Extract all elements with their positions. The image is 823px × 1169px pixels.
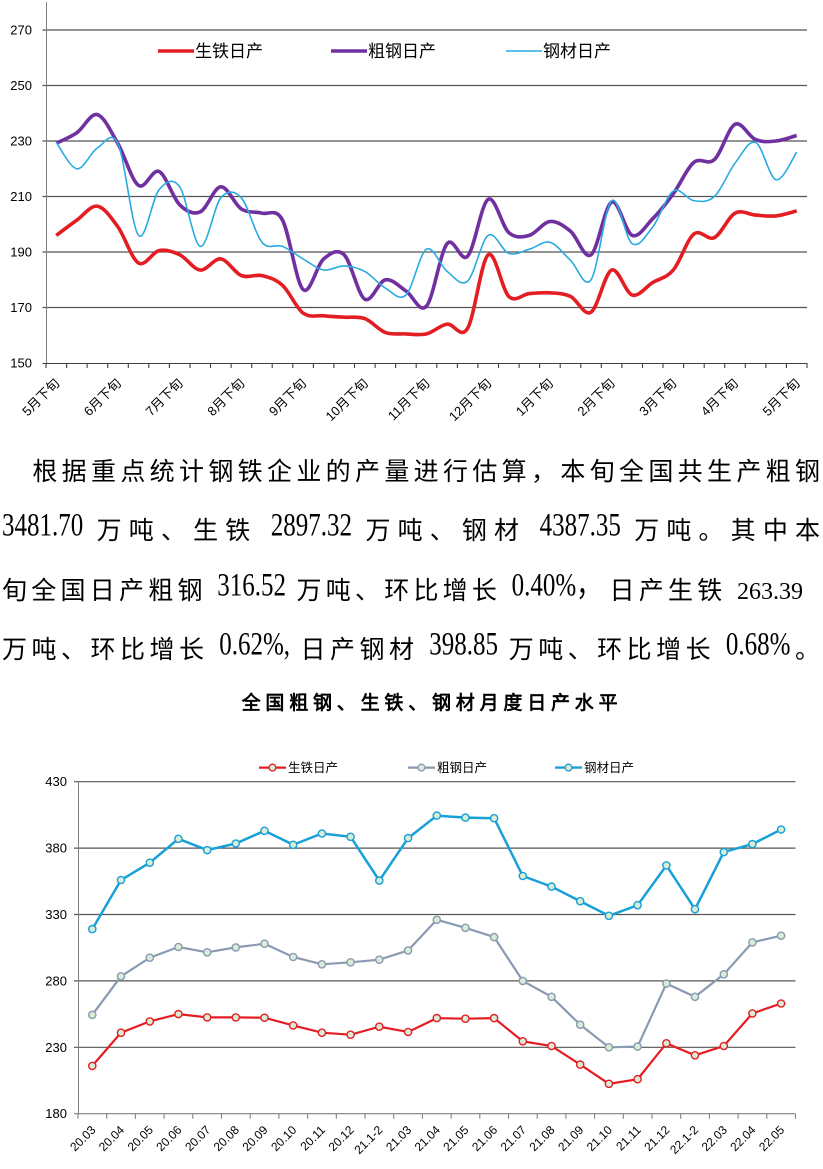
svg-text:20.03: 20.03	[67, 1123, 98, 1154]
svg-text:2月下旬: 2月下旬	[574, 376, 617, 419]
svg-text:21.04: 21.04	[412, 1123, 443, 1154]
svg-text:11月下旬: 11月下旬	[385, 376, 433, 424]
svg-text:21.03: 21.03	[383, 1123, 414, 1154]
svg-text:21.12: 21.12	[641, 1123, 672, 1154]
svg-text:20.12: 20.12	[326, 1123, 357, 1154]
svg-text:20.04: 20.04	[96, 1123, 127, 1154]
svg-text:8月下旬: 8月下旬	[204, 376, 247, 419]
svg-text:22.03: 22.03	[699, 1123, 730, 1154]
svg-text:22.05: 22.05	[756, 1123, 787, 1154]
svg-text:9月下旬: 9月下旬	[266, 376, 309, 419]
svg-text:5月下旬: 5月下旬	[760, 376, 803, 419]
svg-text:22.04: 22.04	[727, 1123, 758, 1154]
svg-text:180: 180	[45, 1106, 67, 1121]
svg-text:粗钢日产: 粗钢日产	[437, 761, 487, 775]
svg-text:22.1-2: 22.1-2	[667, 1123, 701, 1157]
svg-text:3月下旬: 3月下旬	[636, 376, 679, 419]
svg-text:5月下旬: 5月下旬	[19, 376, 62, 419]
svg-text:1月下旬: 1月下旬	[513, 376, 556, 419]
svg-text:生铁日产: 生铁日产	[195, 42, 263, 61]
svg-text:12月下旬: 12月下旬	[446, 376, 494, 424]
svg-text:21.06: 21.06	[469, 1123, 500, 1154]
svg-text:粗钢日产: 粗钢日产	[368, 42, 436, 61]
svg-text:230: 230	[45, 1040, 67, 1055]
svg-text:20.08: 20.08	[211, 1123, 242, 1154]
svg-text:21.11: 21.11	[613, 1123, 644, 1154]
svg-text:270: 270	[10, 23, 32, 38]
svg-text:6月下旬: 6月下旬	[81, 376, 124, 419]
svg-text:20.05: 20.05	[125, 1123, 156, 1154]
svg-text:230: 230	[10, 134, 32, 149]
svg-text:20.07: 20.07	[182, 1123, 213, 1154]
svg-text:380: 380	[45, 841, 67, 856]
svg-text:4月下旬: 4月下旬	[698, 376, 741, 419]
svg-text:210: 210	[10, 189, 32, 204]
svg-text:20.11: 20.11	[298, 1123, 329, 1154]
svg-text:190: 190	[10, 245, 32, 260]
svg-text:21.09: 21.09	[555, 1123, 586, 1154]
svg-text:330: 330	[45, 907, 67, 922]
svg-text:20.06: 20.06	[153, 1123, 184, 1154]
svg-text:20.09: 20.09	[239, 1123, 270, 1154]
svg-text:250: 250	[10, 78, 32, 93]
svg-text:生铁日产: 生铁日产	[288, 761, 338, 775]
svg-text:21.10: 21.10	[584, 1123, 615, 1154]
svg-text:20.10: 20.10	[268, 1123, 299, 1154]
svg-text:21.07: 21.07	[498, 1123, 529, 1154]
svg-text:10月下旬: 10月下旬	[323, 376, 371, 424]
svg-text:150: 150	[10, 356, 32, 371]
svg-text:钢材日产: 钢材日产	[543, 42, 611, 61]
svg-text:21.08: 21.08	[526, 1123, 557, 1154]
svg-text:280: 280	[45, 973, 67, 988]
svg-text:21.05: 21.05	[440, 1123, 471, 1154]
svg-text:170: 170	[10, 300, 32, 315]
svg-text:7月下旬: 7月下旬	[143, 376, 186, 419]
svg-text:钢材日产: 钢材日产	[584, 761, 634, 775]
svg-text:21.1-2: 21.1-2	[351, 1123, 385, 1157]
svg-text:430: 430	[45, 774, 67, 789]
